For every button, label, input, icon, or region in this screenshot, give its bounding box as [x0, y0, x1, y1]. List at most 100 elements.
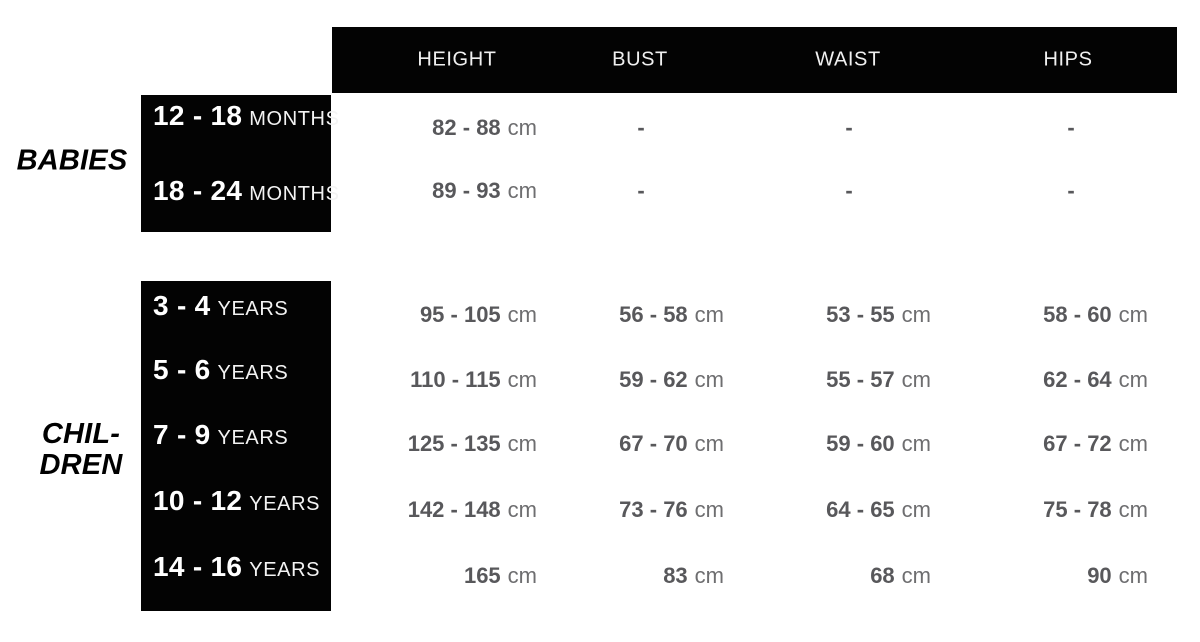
cell-children-5-6-height: 110 - 115 cm	[410, 367, 537, 393]
cell-children-7-9-height: 125 - 135 cm	[408, 431, 537, 457]
cell-babies-12-18-height: 82 - 88 cm	[432, 115, 537, 141]
measurement-unit: cm	[507, 497, 537, 522]
cell-babies-12-18-bust-dash: -	[637, 115, 645, 140]
group-label-children-line2: DREN	[39, 449, 123, 481]
column-header-waist: WAIST	[815, 48, 881, 71]
measurement-unit: cm	[901, 302, 931, 327]
size-row-label-7-9-years: 7 - 9 YEARS	[153, 419, 288, 451]
cell-children-3-4-hips: 58 - 60 cm	[1043, 302, 1148, 328]
cell-children-5-6-bust: 59 - 62 cm	[619, 367, 724, 393]
measurement-unit: cm	[901, 497, 931, 522]
measurement-unit: cm	[507, 178, 537, 203]
column-header-bust: BUST	[612, 48, 668, 71]
measurement-unit: cm	[901, 563, 931, 588]
measurement-value: 95 - 105	[419, 302, 501, 327]
measurement-value: 73 - 76	[619, 497, 688, 522]
measurement-value: 56 - 58	[619, 302, 688, 327]
group-label-babies: BABIES	[16, 144, 128, 177]
size-range: 10 - 12	[153, 485, 243, 516]
cell-babies-12-18-hips-dash: -	[1067, 115, 1075, 140]
size-unit-word: YEARS	[217, 427, 289, 449]
cell-children-14-16-hips: 90 cm	[1087, 563, 1148, 589]
measurement-unit: cm	[1118, 367, 1148, 392]
size-unit-word: YEARS	[217, 298, 289, 320]
size-range: 18 - 24	[153, 175, 243, 206]
size-range: 5 - 6	[153, 354, 211, 385]
measurement-value: 165	[463, 563, 501, 588]
cell-children-14-16-bust: 83 cm	[663, 563, 724, 589]
measurement-unit: cm	[507, 563, 537, 588]
measurement-unit: cm	[1118, 431, 1148, 456]
column-header-height: HEIGHT	[417, 48, 497, 71]
size-unit-word: YEARS	[249, 559, 321, 581]
measurement-unit: cm	[1118, 302, 1148, 327]
size-unit-word: MONTHS	[249, 183, 340, 205]
group-label-children: CHIL- DREN	[20, 419, 142, 481]
cell-children-14-16-height: 165 cm	[464, 563, 537, 589]
size-unit-word: MONTHS	[249, 108, 340, 130]
cell-children-10-12-waist: 64 - 65 cm	[826, 497, 931, 523]
cell-children-14-16-waist: 68 cm	[870, 563, 931, 589]
measurement-value: 62 - 64	[1043, 367, 1112, 392]
group-label-children-line1: CHIL-	[41, 418, 121, 450]
measurement-value: 110 - 115	[410, 367, 501, 392]
cell-children-5-6-hips: 62 - 64 cm	[1043, 367, 1148, 393]
cell-children-10-12-bust: 73 - 76 cm	[619, 497, 724, 523]
measurement-value: 67 - 72	[1043, 431, 1112, 456]
measurement-unit: cm	[507, 115, 537, 140]
measurement-value: 82 - 88	[432, 115, 501, 140]
measurement-unit: cm	[694, 302, 724, 327]
measurement-value: 125 - 135	[407, 431, 501, 456]
cell-babies-12-18-waist-dash: -	[845, 115, 853, 140]
measurement-value: 89 - 93	[432, 178, 501, 203]
measurement-value: 58 - 60	[1043, 302, 1112, 327]
cell-children-3-4-waist: 53 - 55 cm	[826, 302, 931, 328]
measurement-value: 64 - 65	[826, 497, 895, 522]
cell-children-7-9-hips: 67 - 72 cm	[1043, 431, 1148, 457]
cell-babies-18-24-hips-dash: -	[1067, 178, 1075, 203]
cell-children-5-6-waist: 55 - 57 cm	[826, 367, 931, 393]
measurement-value: 55 - 57	[826, 367, 895, 392]
measurement-unit: cm	[1118, 563, 1148, 588]
cell-children-10-12-hips: 75 - 78 cm	[1043, 497, 1148, 523]
measurement-unit: cm	[694, 431, 724, 456]
size-range: 7 - 9	[153, 419, 211, 450]
cell-babies-18-24-waist-dash: -	[845, 178, 853, 203]
size-range: 14 - 16	[153, 551, 243, 582]
size-row-label-18-24-months: 18 - 24 MONTHS	[153, 175, 340, 207]
measurement-unit: cm	[694, 367, 724, 392]
measurement-unit: cm	[507, 431, 537, 456]
measurement-value: 67 - 70	[619, 431, 688, 456]
measurement-value: 75 - 78	[1043, 497, 1112, 522]
measurement-value: 59 - 60	[826, 431, 895, 456]
measurement-value: 90	[1087, 563, 1112, 588]
cell-children-7-9-bust: 67 - 70 cm	[619, 431, 724, 457]
size-row-label-5-6-years: 5 - 6 YEARS	[153, 354, 288, 386]
measurement-value: 59 - 62	[619, 367, 688, 392]
measurement-unit: cm	[507, 367, 537, 392]
size-unit-word: YEARS	[249, 493, 321, 515]
measurement-value: 68	[870, 563, 895, 588]
size-row-label-12-18-months: 12 - 18 MONTHS	[153, 100, 340, 132]
cell-babies-18-24-height: 89 - 93 cm	[432, 178, 537, 204]
measurement-unit: cm	[1118, 497, 1148, 522]
column-header-hips: HIPS	[1043, 48, 1093, 71]
cell-children-7-9-waist: 59 - 60 cm	[826, 431, 931, 457]
size-row-label-10-12-years: 10 - 12 YEARS	[153, 485, 320, 517]
children-sizes-panel: 3 - 4 YEARS 5 - 6 YEARS 7 - 9 YEARS 10 - 12…	[141, 281, 331, 611]
cell-children-10-12-height: 142 - 148 cm	[408, 497, 537, 523]
cell-children-3-4-height: 95 - 105 cm	[420, 302, 537, 328]
size-unit-word: YEARS	[217, 362, 289, 384]
size-row-label-14-16-years: 14 - 16 YEARS	[153, 551, 320, 583]
measurement-unit: cm	[901, 431, 931, 456]
measurement-unit: cm	[694, 497, 724, 522]
cell-children-3-4-bust: 56 - 58 cm	[619, 302, 724, 328]
measurement-value: 83	[663, 563, 688, 588]
cell-babies-18-24-bust-dash: -	[637, 178, 645, 203]
table-header-bar: HEIGHT BUST WAIST HIPS	[332, 27, 1177, 93]
babies-sizes-panel: 12 - 18 MONTHS 18 - 24 MONTHS	[141, 95, 339, 232]
measurement-unit: cm	[901, 367, 931, 392]
size-row-label-3-4-years: 3 - 4 YEARS	[153, 290, 288, 322]
measurement-value: 53 - 55	[826, 302, 895, 327]
